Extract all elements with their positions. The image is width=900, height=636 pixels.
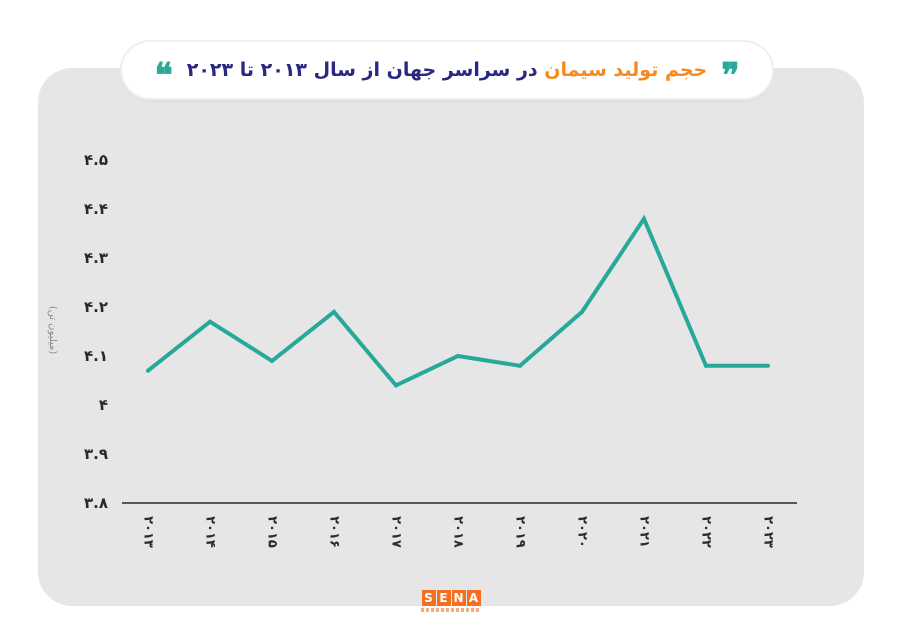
x-tick-label: ۲۰۲۲ — [699, 516, 714, 548]
data-point — [270, 358, 274, 363]
logo-letter: S — [421, 590, 436, 606]
x-tick-label: ۲۰۱۴ — [203, 516, 218, 548]
chart-title: حجم تولید سیمان در سراسر جهان از سال ۲۰۱… — [187, 59, 708, 81]
x-tick-label: ۲۰۱۶ — [327, 516, 342, 548]
data-point — [146, 368, 150, 373]
y-tick-label: ۴.۴ — [84, 200, 108, 218]
x-tick-label: ۲۰۲۳ — [761, 516, 776, 548]
y-tick-label: ۴.۵ — [84, 151, 108, 169]
chart-title-banner: ❝ حجم تولید سیمان در سراسر جهان از سال ۲… — [122, 42, 772, 98]
opening-quote-icon: ❞ — [721, 56, 740, 96]
x-tick-label: ۲۰۱۵ — [265, 516, 280, 548]
data-point — [704, 363, 708, 368]
y-tick-label: ۴.۳ — [84, 249, 108, 267]
data-point — [766, 363, 770, 368]
data-point — [518, 363, 522, 368]
series-group — [146, 214, 770, 388]
y-tick-label: ۳.۹ — [84, 445, 108, 463]
logo-letter: A — [466, 590, 481, 606]
data-point — [642, 216, 646, 221]
y-tick-label: ۳.۸ — [84, 494, 108, 512]
y-tick-label: ۴.۲ — [84, 298, 108, 316]
x-axis-ticks: ۲۰۱۳ ۲۰۱۴ ۲۰۱۵ ۲۰۱۶ ۲۰۱۷ ۲۰۱۸ ۲۰۱۹ ۲۰۲۰ ۲۰۲۱ ۲۰۲۲… — [141, 516, 776, 548]
data-point — [332, 309, 336, 314]
data-point — [580, 309, 584, 314]
data-point — [456, 354, 460, 358]
y-tick-label: ۴.۱ — [84, 347, 108, 365]
x-tick-label: ۲۰۲۰ — [575, 516, 590, 548]
x-tick-label: ۲۰۱۹ — [513, 516, 528, 548]
x-tick-label: ۲۰۲۱ — [637, 516, 652, 548]
chart-title-accent: حجم تولید سیمان — [544, 59, 708, 81]
x-tick-label: ۲۰۱۳ — [141, 516, 156, 548]
logo-letter: N — [451, 590, 466, 606]
series-line — [146, 214, 768, 388]
logo-letter: E — [436, 590, 451, 606]
data-point — [208, 319, 212, 324]
chart-title-main: در سراسر جهان از سال ۲۰۱۳ تا ۲۰۲۳ — [186, 59, 538, 81]
logo-underline — [421, 608, 481, 612]
y-axis-label: (میلیون تن) — [47, 306, 58, 355]
x-tick-label: ۲۰۱۷ — [389, 516, 404, 548]
data-point — [394, 383, 398, 388]
y-axis-ticks: ۳.۸ ۳.۹ ۴ ۴.۱ ۴.۲ ۴.۳ ۴.۴ ۴.۵ — [84, 151, 108, 512]
closing-quote-icon: ❝ — [154, 56, 173, 96]
x-tick-label: ۲۰۱۸ — [451, 516, 466, 548]
chart-panel — [38, 68, 864, 606]
y-tick-label: ۴ — [99, 396, 108, 414]
